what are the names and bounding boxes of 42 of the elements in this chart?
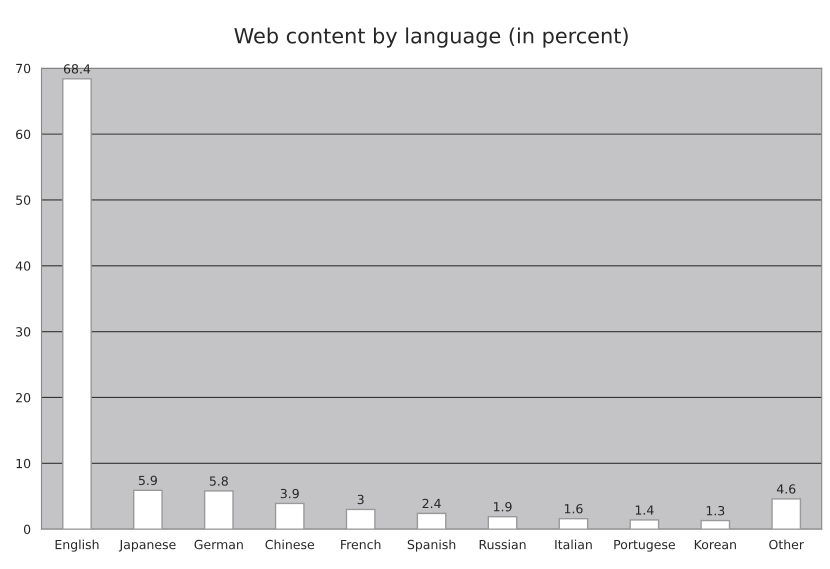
bar [558,518,588,530]
bar [630,519,660,530]
bar [346,508,376,530]
x-tick-label: Spanish [408,540,456,552]
data-label: 3 [358,494,364,504]
data-label: 5.8 [210,476,228,486]
data-label: 1.4 [636,505,654,515]
bar [700,520,730,530]
y-tick-label: 30 [16,327,30,337]
bar [62,78,92,530]
x-tick-label: Italian [555,540,592,550]
bar [274,502,305,530]
bar [133,490,163,530]
x-tick-label: French [341,540,380,550]
data-label: 3.9 [280,488,299,498]
y-tick-label: 60 [16,130,30,140]
data-label: 1.3 [706,506,724,516]
y-tick-label: 20 [16,392,30,402]
bar [416,512,446,530]
y-tick-label: 70 [16,64,30,74]
data-label: 68.4 [64,64,90,74]
bar [771,498,802,530]
y-tick-label: 40 [16,261,30,271]
x-tick-label: Russian [480,540,526,550]
data-label: 2.4 [422,498,441,508]
y-tick-label: 10 [16,458,30,468]
chart-title: Web content by language (in percent) [234,27,628,48]
x-tick-label: Korean [694,540,736,550]
y-tick-label: 0 [24,524,30,534]
y-tick-label: 50 [16,195,30,205]
data-label: 4.6 [776,484,796,494]
bar [488,516,518,530]
data-label: 5.9 [138,476,157,486]
x-tick-label: Portugese [614,540,675,552]
x-tick-label: Chinese [265,540,314,550]
x-tick-label: English [56,540,98,552]
x-tick-label: Other [769,540,804,550]
bar [204,490,234,530]
data-label: 1.9 [494,502,512,512]
data-label: 1.6 [564,504,583,514]
x-tick-label: German [194,540,243,550]
x-tick-label: Japanese [118,540,176,552]
